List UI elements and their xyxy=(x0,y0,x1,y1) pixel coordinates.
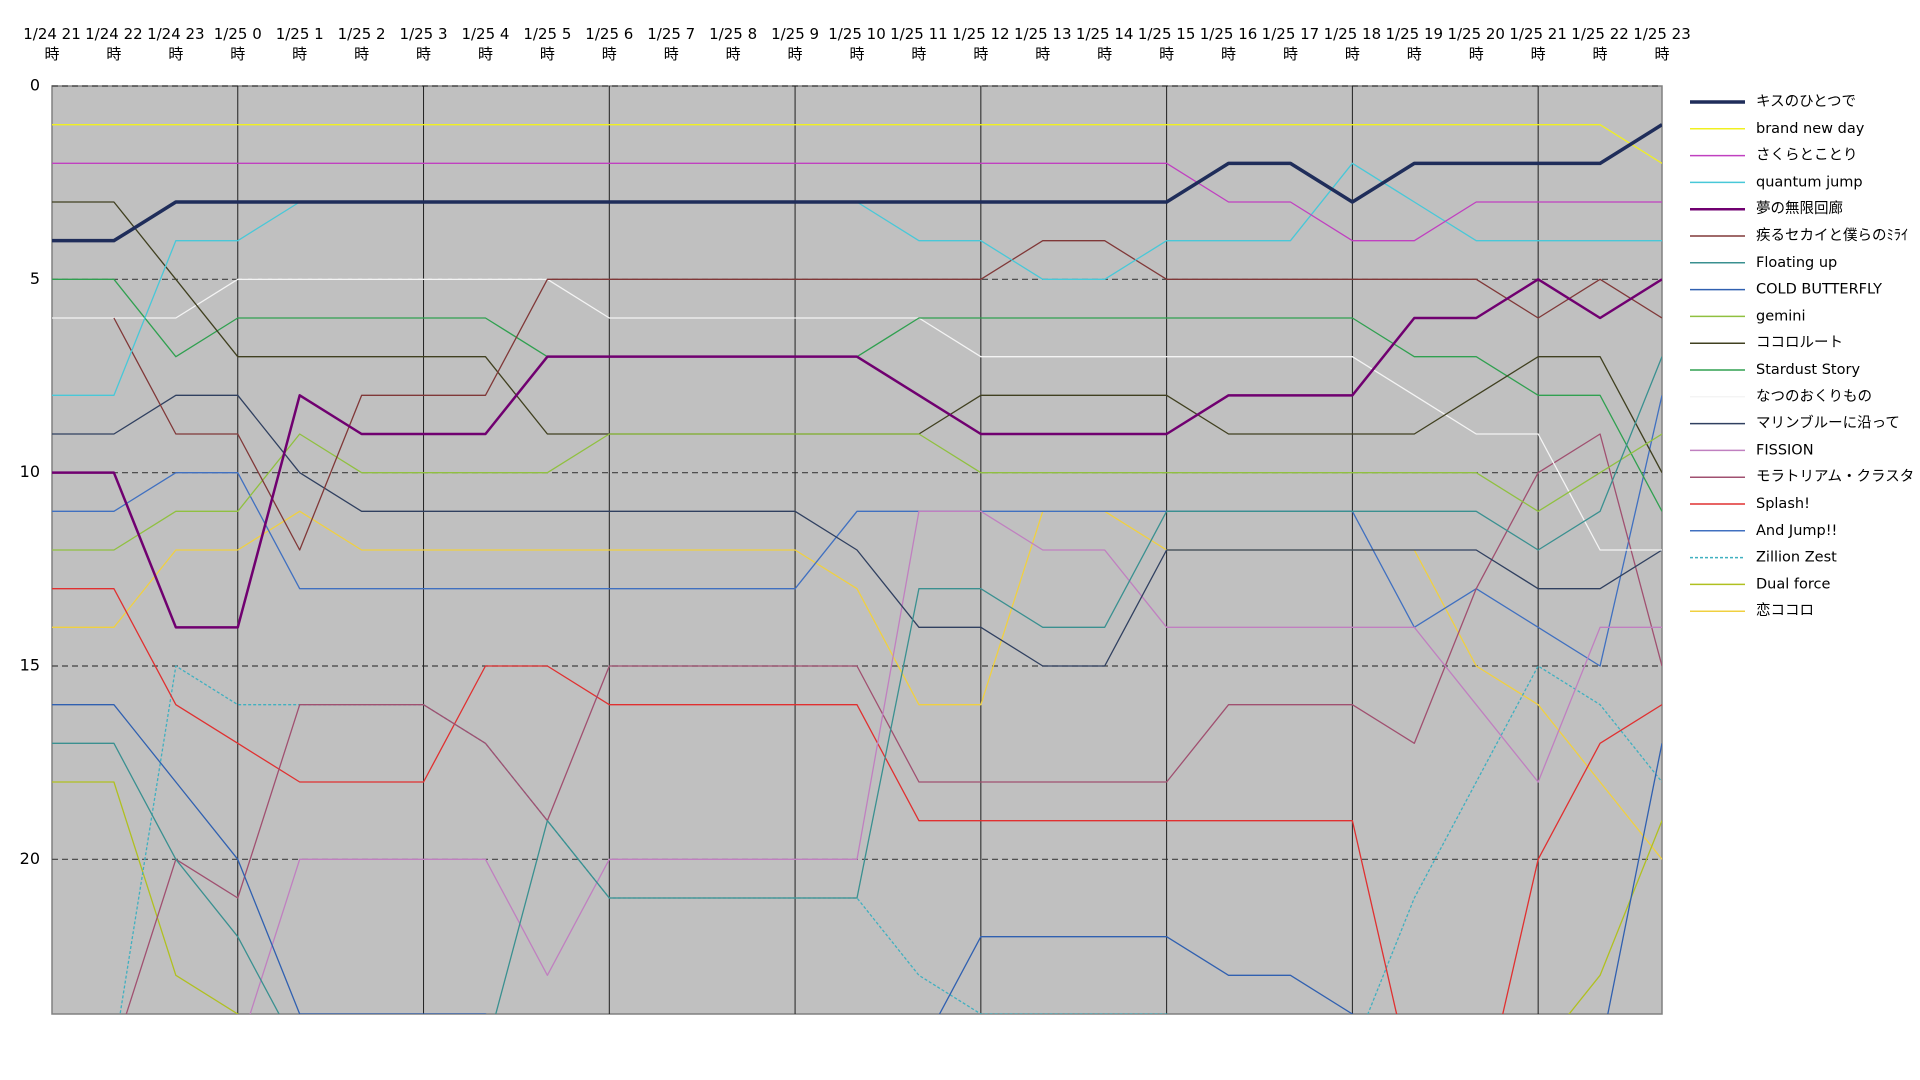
series-line xyxy=(52,395,1662,667)
series-line xyxy=(52,278,1662,629)
x-tick-label: 1/25 20時 xyxy=(1447,25,1505,63)
y-tick-label: 0 xyxy=(30,76,40,95)
legend-label: なつのおくりもの xyxy=(1756,388,1872,405)
x-tick-label: 1/25 14時 xyxy=(1075,25,1134,63)
legend-label: COLD BUTTERFLY xyxy=(1756,282,1882,298)
legend-label: Splash! xyxy=(1756,496,1810,512)
x-tick-label: 1/25 18時 xyxy=(1323,25,1382,63)
y-tick-label: 15 xyxy=(20,656,40,675)
x-tick-label: 1/25 16時 xyxy=(1199,25,1258,63)
legend-label: マリンブルーに沿って xyxy=(1756,414,1900,432)
x-tick-label: 1/25 23時 xyxy=(1633,25,1691,63)
series-line xyxy=(125,433,1662,1014)
legend-label: キスのひとつで xyxy=(1756,94,1856,110)
x-tick-label: 1/25 0時 xyxy=(213,25,262,63)
x-tick-label: 1/25 1時 xyxy=(275,25,324,63)
x-tick-label: 1/25 13時 xyxy=(1013,25,1072,63)
x-tick-label: 1/25 3時 xyxy=(399,25,448,63)
x-tick-label: 1/25 21時 xyxy=(1509,25,1567,63)
series-line xyxy=(113,240,1662,551)
series-line xyxy=(52,588,1662,1014)
legend-label: gemini xyxy=(1756,308,1806,324)
x-tick-label: 1/25 15時 xyxy=(1137,25,1196,63)
legend-label: FISSION xyxy=(1756,442,1814,458)
series-line xyxy=(52,123,1662,243)
x-tick-label: 1/24 23時 xyxy=(147,25,205,63)
legend-label: ココロルート xyxy=(1756,335,1843,351)
series-line xyxy=(52,433,1662,551)
legend-label: モラトリアム・クラスタ xyxy=(1756,468,1914,485)
y-tick-label: 20 xyxy=(20,849,40,868)
legend-label: さくらとことり xyxy=(1756,147,1858,164)
x-tick-label: 1/25 5時 xyxy=(523,25,572,63)
x-tick-label: 1/25 2時 xyxy=(337,25,386,63)
series-line xyxy=(52,356,1662,1014)
series-line xyxy=(52,124,1662,164)
legend-label: 疾るセカイと僕らのﾐﾗｲ xyxy=(1756,227,1908,244)
series-line xyxy=(52,394,1662,667)
x-tick-label: 1/24 22時 xyxy=(85,25,143,63)
y-tick-label: 5 xyxy=(30,269,40,288)
series-line xyxy=(52,162,1662,242)
x-tick-label: 1/25 10時 xyxy=(828,25,886,63)
legend-label: 夢の無限回廊 xyxy=(1756,200,1843,217)
x-tick-label: 1/25 12時 xyxy=(952,25,1010,63)
x-tick-label: 1/25 19時 xyxy=(1385,25,1444,63)
series-lines xyxy=(52,123,1662,1014)
x-tick-label: 1/25 4時 xyxy=(461,25,510,63)
x-tick-label: 1/25 8時 xyxy=(709,25,758,63)
legend-label: And Jump!! xyxy=(1756,523,1837,539)
series-line xyxy=(52,278,1662,551)
legend-label: Stardust Story xyxy=(1756,362,1860,378)
legend-label: quantum jump xyxy=(1756,174,1863,190)
series-line xyxy=(119,665,1662,1014)
legend-label: Dual force xyxy=(1756,576,1830,592)
x-tick-label: 1/24 21時 xyxy=(23,25,81,63)
x-tick-label: 1/25 11時 xyxy=(890,25,948,63)
x-tick-label: 1/25 22時 xyxy=(1571,25,1629,63)
legend-label: Floating up xyxy=(1756,255,1837,271)
y-tick-label: 10 xyxy=(20,462,40,481)
x-tick-label: 1/25 6時 xyxy=(585,25,634,63)
x-tick-label: 1/25 17時 xyxy=(1261,25,1320,63)
x-tick-label: 1/25 9時 xyxy=(771,25,820,63)
legend-label: Zillion Zest xyxy=(1756,550,1837,566)
legend: キスのひとつで brand new day さくらとことり quantum jump 夢… xyxy=(1690,94,1914,619)
legend-label: brand new day xyxy=(1756,121,1865,137)
legend-label: 恋ココロ xyxy=(1756,601,1814,619)
series-line xyxy=(249,510,1662,1014)
x-tick-label: 1/25 7時 xyxy=(647,25,696,63)
